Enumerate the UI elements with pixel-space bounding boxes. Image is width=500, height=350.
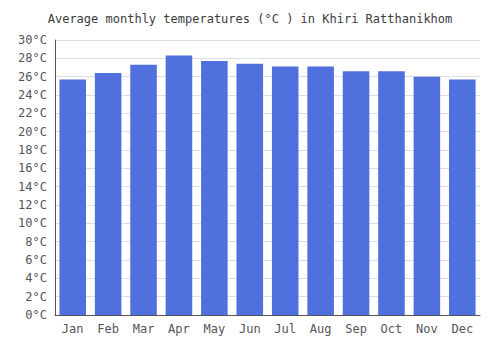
svg-text:4°C: 4°C xyxy=(25,271,47,285)
svg-text:10°C: 10°C xyxy=(18,216,47,230)
svg-text:6°C: 6°C xyxy=(25,253,47,267)
svg-text:22°C: 22°C xyxy=(18,106,47,120)
svg-text:Dec: Dec xyxy=(451,322,473,336)
svg-text:26°C: 26°C xyxy=(18,70,47,84)
svg-text:18°C: 18°C xyxy=(18,143,47,157)
svg-text:Aug: Aug xyxy=(310,322,332,336)
svg-text:Jan: Jan xyxy=(62,322,84,336)
svg-text:Sep: Sep xyxy=(345,322,367,336)
svg-text:Mar: Mar xyxy=(133,322,155,336)
svg-text:Feb: Feb xyxy=(97,322,119,336)
svg-text:May: May xyxy=(204,322,226,336)
svg-text:Oct: Oct xyxy=(381,322,403,336)
svg-text:Apr: Apr xyxy=(168,322,190,336)
svg-text:Nov: Nov xyxy=(416,322,438,336)
svg-text:Jul: Jul xyxy=(274,322,296,336)
svg-text:0°C: 0°C xyxy=(25,308,47,322)
svg-text:16°C: 16°C xyxy=(18,161,47,175)
svg-text:20°C: 20°C xyxy=(18,125,47,139)
svg-text:24°C: 24°C xyxy=(18,88,47,102)
svg-text:28°C: 28°C xyxy=(18,51,47,65)
svg-text:2°C: 2°C xyxy=(25,290,47,304)
svg-text:12°C: 12°C xyxy=(18,198,47,212)
svg-text:30°C: 30°C xyxy=(18,33,47,47)
svg-text:8°C: 8°C xyxy=(25,235,47,249)
svg-text:Jun: Jun xyxy=(239,322,261,336)
svg-text:Average monthly temperatures (: Average monthly temperatures (°C ) in Kh… xyxy=(48,12,453,26)
svg-text:14°C: 14°C xyxy=(18,180,47,194)
